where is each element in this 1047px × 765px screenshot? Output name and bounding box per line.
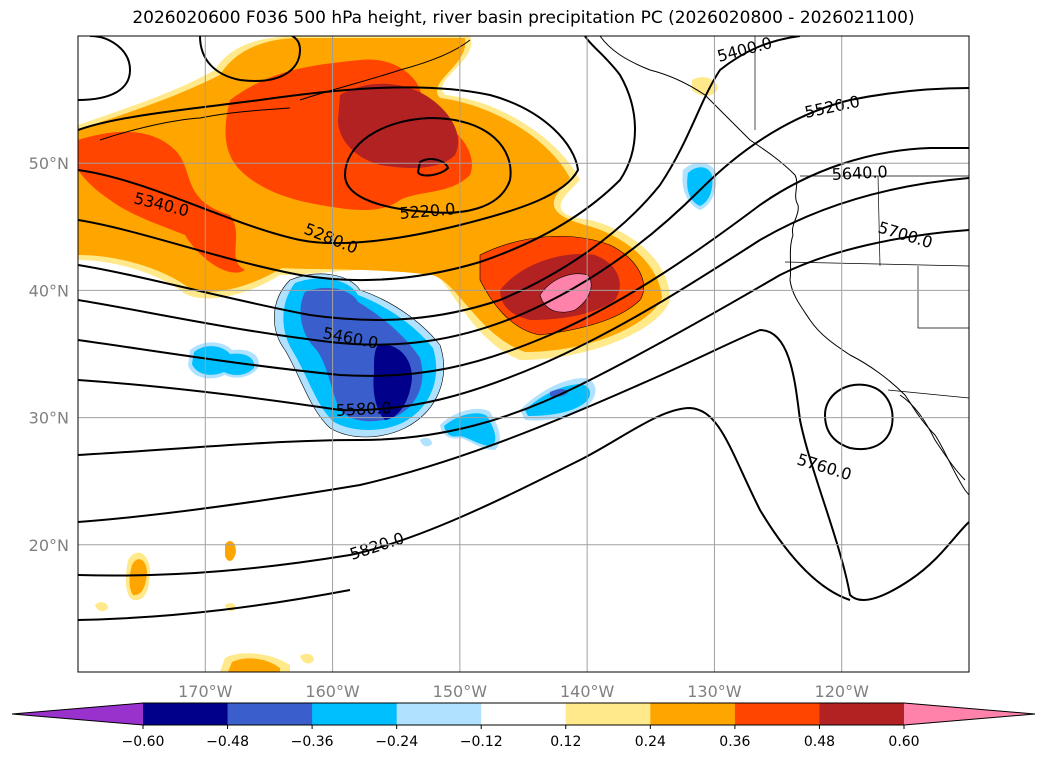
blob-south-7 <box>300 653 314 664</box>
contour-5760 <box>78 406 851 601</box>
colorbar-tick-label: −0.36 <box>291 734 334 750</box>
contour-5340 <box>78 36 636 282</box>
shade-0.48-north <box>338 83 620 320</box>
blob-south-5 <box>228 658 280 672</box>
contour-5400 <box>78 36 801 321</box>
lon-label-130: 130°W <box>687 682 742 701</box>
shade-neg-south-4 <box>525 384 591 416</box>
gridlines <box>78 36 969 672</box>
colorbar-segment <box>819 703 905 725</box>
shade-neg-south-2 <box>444 413 496 446</box>
map-content: 5220.0 5280.0 5340.0 5400.0 5460.0 5520.… <box>78 36 969 672</box>
colorbar-tick-label: −0.48 <box>206 734 249 750</box>
blob-south-6 <box>95 602 108 612</box>
contour-5760-high <box>823 383 894 450</box>
contour-label-5640: 5640.0 <box>831 162 888 184</box>
colorbar-tick-label: 0.36 <box>719 734 750 750</box>
latitude-labels: 20°N 30°N 40°N 50°N <box>29 154 69 555</box>
lat-label-50: 50°N <box>29 154 69 173</box>
contour-5520 <box>78 147 969 377</box>
contour-5700 <box>78 328 969 601</box>
precipitation-shading-positive-south <box>95 77 718 672</box>
colorbar-tick-label: 0.60 <box>888 734 919 750</box>
state-border-1 <box>784 261 969 267</box>
state-border-3 <box>917 266 969 329</box>
shade-neg-small <box>420 437 432 447</box>
lat-label-40: 40°N <box>29 281 69 300</box>
lat-label-20: 20°N <box>29 536 69 555</box>
baja-coastline <box>899 394 966 481</box>
shade-neg-south-5 <box>550 389 568 397</box>
colorbar-extend-max <box>904 703 1035 725</box>
contour-5580 <box>78 177 969 412</box>
contour-label-5220: 5220.0 <box>399 199 456 223</box>
na-coastline <box>599 36 969 496</box>
contour-5220 <box>343 116 512 214</box>
state-border-2 <box>877 175 881 267</box>
lat-label-30: 30°N <box>29 409 69 428</box>
contour-5220-low <box>416 158 450 177</box>
colorbar-segment <box>734 703 820 725</box>
blob-south-2 <box>129 559 147 596</box>
contour-nw-2 <box>199 36 302 82</box>
colorbar-tick-label: 0.24 <box>635 734 666 750</box>
lon-label-170: 170°W <box>178 682 233 701</box>
contour-5460 <box>78 87 969 346</box>
colorbar-tick-label: 0.48 <box>804 734 835 750</box>
colorbar-extend-min <box>12 703 143 725</box>
colorbar-segment <box>227 703 313 725</box>
shade-neg-0.48-main <box>373 344 412 420</box>
colorbar-segment <box>565 703 651 725</box>
map-title: 2026020600 F036 500 hPa height, river ba… <box>132 8 915 28</box>
colorbar-tick-label: −0.60 <box>122 734 165 750</box>
lon-label-120: 120°W <box>815 682 870 701</box>
lon-label-160: 160°W <box>305 682 360 701</box>
colorbar-tick-label: −0.24 <box>375 734 418 750</box>
colorbar-tick-label: −0.12 <box>460 734 503 750</box>
lon-label-150: 150°W <box>433 682 488 701</box>
colorbar-tick-label: 0.12 <box>550 734 581 750</box>
contour-5280 <box>78 86 580 245</box>
blob-south-3 <box>225 540 236 561</box>
colorbar-segment <box>481 703 567 725</box>
colorbar: −0.60 −0.48 −0.36 −0.24 −0.12 0.12 0.24 0.36 0.4… <box>11 702 1036 750</box>
height-contours <box>78 36 969 621</box>
contour-5820 <box>78 589 351 621</box>
colorbar-segment <box>650 703 736 725</box>
colorbar-segment <box>396 703 482 725</box>
colorbar-segment <box>143 703 229 725</box>
precipitation-shading-negative <box>188 162 717 450</box>
contour-label-5580: 5580.0 <box>335 398 392 420</box>
aleutians <box>99 107 291 141</box>
us-mexico-border <box>887 389 969 399</box>
borders <box>754 36 969 399</box>
precipitation-shading-positive <box>78 36 670 360</box>
lon-label-140: 140°W <box>560 682 615 701</box>
colorbar-segment <box>312 703 398 725</box>
longitude-labels: 170°W 160°W 150°W 140°W 130°W 120°W <box>178 682 869 701</box>
contour-nw-1 <box>78 36 132 101</box>
map-frame <box>77 35 970 673</box>
contour-5640 <box>78 229 969 456</box>
